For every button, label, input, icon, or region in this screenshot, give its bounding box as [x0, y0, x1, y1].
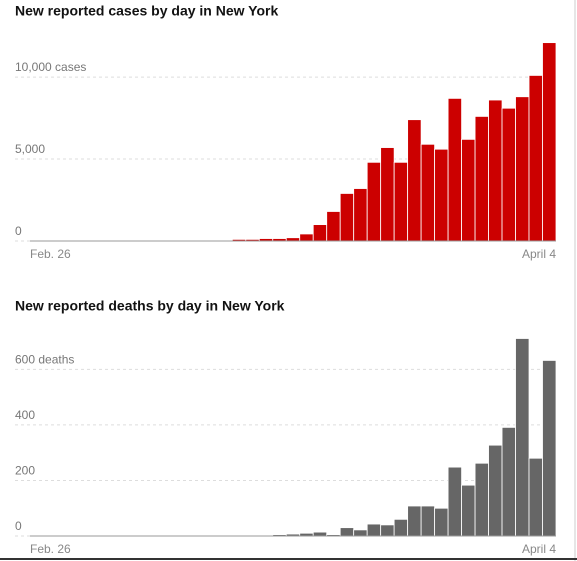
bar — [407, 119, 422, 242]
bar — [353, 529, 368, 537]
y-tick-label: 0 — [15, 224, 22, 238]
bar — [447, 97, 462, 242]
bar — [474, 462, 489, 537]
bar — [461, 484, 476, 537]
x-tick-label: April 4 — [522, 542, 556, 556]
y-tick-label: 0 — [15, 519, 22, 533]
bar — [366, 523, 382, 537]
bar — [312, 531, 328, 537]
bar — [353, 188, 368, 242]
bar — [447, 466, 462, 537]
bar — [474, 116, 489, 242]
y-tick-label: 400 — [15, 408, 35, 422]
y-tick-label: 600 deaths — [15, 353, 74, 367]
bar — [366, 161, 382, 242]
bar — [393, 161, 409, 242]
bar — [528, 457, 543, 537]
bar — [488, 444, 503, 537]
y-tick-label: 5,000 — [15, 142, 45, 156]
bar — [407, 505, 422, 537]
chart-title: New reported cases by day in New York — [15, 3, 278, 19]
bar — [515, 96, 530, 242]
y-tick-label: 10,000 cases — [15, 60, 86, 74]
bar — [339, 193, 355, 242]
x-tick-label: Feb. 26 — [30, 247, 71, 261]
bar — [542, 42, 557, 242]
y-tick-label: 200 — [15, 464, 35, 478]
bar — [542, 360, 557, 537]
x-tick-label: Feb. 26 — [30, 542, 71, 556]
chart-title: New reported deaths by day in New York — [15, 298, 285, 314]
bar — [461, 138, 476, 242]
bar — [393, 518, 409, 537]
bar — [515, 338, 530, 537]
x-tick-label: April 4 — [522, 247, 556, 261]
bar — [434, 148, 449, 242]
bar — [420, 505, 436, 537]
bar — [339, 527, 355, 537]
bar — [380, 524, 395, 537]
bar — [434, 507, 449, 537]
bar — [501, 426, 516, 537]
bar — [528, 75, 543, 242]
bar — [312, 224, 328, 242]
bar — [299, 233, 314, 242]
bar — [380, 147, 395, 242]
bar — [501, 107, 516, 242]
bar — [488, 99, 503, 242]
bar — [326, 211, 341, 242]
bar — [420, 143, 436, 242]
